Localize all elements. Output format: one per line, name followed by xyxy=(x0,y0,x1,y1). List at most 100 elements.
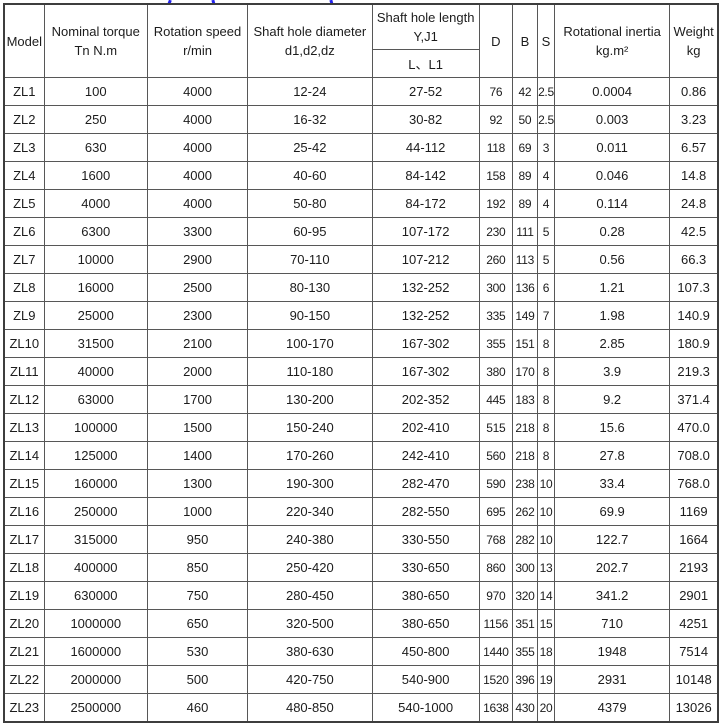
col-header-shaft-hole-diameter: Shaft hole diameter d1,d2,dz xyxy=(247,3,373,78)
cell-d: 230 xyxy=(478,217,513,246)
table-row: ZL6 6300 3300 60-95 107-172 230 111 5 0.28 42.5 xyxy=(3,217,719,246)
cell-nominal_torque: 315000 xyxy=(43,525,148,554)
cell-shaft_hole_diameter: 170-260 xyxy=(247,441,373,470)
cell-rotational_inertia: 0.011 xyxy=(553,133,671,162)
cell-rotation_speed: 850 xyxy=(146,553,249,582)
cell-model: ZL9 xyxy=(3,301,45,330)
cell-shaft_hole_diameter: 25-42 xyxy=(247,133,373,162)
cell-model: ZL11 xyxy=(3,357,45,386)
cell-d: 1638 xyxy=(478,693,513,723)
table-row: ZL10 31500 2100 100-170 167-302 355 151 8 2.85 18… xyxy=(3,329,719,358)
cell-model: ZL2 xyxy=(3,105,45,134)
cell-nominal_torque: 2000000 xyxy=(43,665,148,694)
cell-d: 118 xyxy=(478,133,513,162)
cell-model: ZL1 xyxy=(3,77,45,106)
cell-shaft_hole_length: 540-900 xyxy=(371,665,480,694)
cell-weight: 2193 xyxy=(669,553,719,582)
col-header-rotation-speed-line1: Rotation speed xyxy=(153,24,242,39)
cell-b: 430 xyxy=(511,693,538,723)
col-header-b-label: B xyxy=(520,33,530,49)
cell-s: 8 xyxy=(536,441,555,470)
cell-d: 768 xyxy=(478,525,513,554)
table-row: ZL20 1000000 650 320-500 380-650 1156 351 15 710… xyxy=(3,609,719,638)
col-header-b: B xyxy=(511,3,538,78)
col-header-weight-line2: kg xyxy=(686,43,701,58)
cell-shaft_hole_diameter: 190-300 xyxy=(247,469,373,498)
cell-model: ZL5 xyxy=(3,189,45,218)
cell-model: ZL16 xyxy=(3,497,45,526)
cell-rotation_speed: 460 xyxy=(146,693,249,723)
cell-shaft_hole_diameter: 60-95 xyxy=(247,217,373,246)
cell-nominal_torque: 1000000 xyxy=(43,609,148,638)
cell-nominal_torque: 25000 xyxy=(43,301,148,330)
cell-model: ZL18 xyxy=(3,553,45,582)
col-header-nominal-torque: Nominal torque Tn N.m xyxy=(43,3,148,78)
cell-model: ZL21 xyxy=(3,637,45,666)
cell-weight: 371.4 xyxy=(669,385,719,414)
cell-shaft_hole_length: 380-650 xyxy=(371,581,480,610)
col-header-s-label: S xyxy=(541,33,551,49)
cell-b: 351 xyxy=(511,609,538,638)
cell-rotation_speed: 530 xyxy=(146,637,249,666)
cell-s: 10 xyxy=(536,497,555,526)
cell-b: 218 xyxy=(511,413,538,442)
cell-nominal_torque: 630000 xyxy=(43,581,148,610)
col-header-d-label: D xyxy=(491,33,501,49)
cell-weight: 10148 xyxy=(669,665,719,694)
cell-d: 1156 xyxy=(478,609,513,638)
cell-shaft_hole_length: 202-352 xyxy=(371,385,480,414)
cell-b: 282 xyxy=(511,525,538,554)
table-row: ZL8 16000 2500 80-130 132-252 300 136 6 1.21 107.… xyxy=(3,273,719,302)
cell-b: 170 xyxy=(511,357,538,386)
cell-b: 183 xyxy=(511,385,538,414)
cell-s: 6 xyxy=(536,273,555,302)
cell-model: ZL19 xyxy=(3,581,45,610)
col-header-rotational-inertia-line2: kg.m² xyxy=(595,43,629,58)
table-row: ZL12 63000 1700 130-200 202-352 445 183 8 9.2 371… xyxy=(3,385,719,414)
cell-weight: 14.8 xyxy=(669,161,719,190)
col-header-weight-line1: Weight xyxy=(673,24,714,39)
cell-shaft_hole_length: 132-252 xyxy=(371,301,480,330)
cell-nominal_torque: 250000 xyxy=(43,497,148,526)
cell-nominal_torque: 1600000 xyxy=(43,637,148,666)
cell-nominal_torque: 10000 xyxy=(43,245,148,274)
cell-model: ZL14 xyxy=(3,441,45,470)
cell-s: 2.5 xyxy=(536,77,555,106)
cell-shaft_hole_diameter: 380-630 xyxy=(247,637,373,666)
cell-weight: 107.3 xyxy=(669,273,719,302)
cell-d: 1520 xyxy=(478,665,513,694)
cell-shaft_hole_diameter: 130-200 xyxy=(247,385,373,414)
table-row: ZL1 100 4000 12-24 27-52 76 42 2.5 0.0004 0.86 xyxy=(3,77,719,106)
cell-d: 158 xyxy=(478,161,513,190)
table-row: ZL19 630000 750 280-450 380-650 970 320 14 341.2… xyxy=(3,581,719,610)
cell-shaft_hole_length: 84-142 xyxy=(371,161,480,190)
table-row: ZL16 250000 1000 220-340 282-550 695 262 10 69.9… xyxy=(3,497,719,526)
cell-weight: 1664 xyxy=(669,525,719,554)
col-header-d: D xyxy=(478,3,513,78)
cell-weight: 470.0 xyxy=(669,413,719,442)
cell-shaft_hole_length: 44-112 xyxy=(371,133,480,162)
cell-d: 335 xyxy=(478,301,513,330)
cell-rotational_inertia: 4379 xyxy=(553,693,671,723)
cell-b: 262 xyxy=(511,497,538,526)
cell-weight: 7514 xyxy=(669,637,719,666)
table-row: ZL4 1600 4000 40-60 84-142 158 89 4 0.046 14.8 xyxy=(3,161,719,190)
cell-s: 10 xyxy=(536,469,555,498)
cell-b: 69 xyxy=(511,133,538,162)
cell-rotation_speed: 4000 xyxy=(146,105,249,134)
cell-b: 111 xyxy=(511,217,538,246)
cell-rotation_speed: 4000 xyxy=(146,189,249,218)
coupling-specs-table: Model Nominal torque Tn N.m Rotation spe… xyxy=(3,3,719,723)
cell-shaft_hole_diameter: 50-80 xyxy=(247,189,373,218)
table-row: ZL22 2000000 500 420-750 540-900 1520 396 19 293… xyxy=(3,665,719,694)
cell-weight: 66.3 xyxy=(669,245,719,274)
table-row: ZL15 160000 1300 190-300 282-470 590 238 10 33.4… xyxy=(3,469,719,498)
cell-rotational_inertia: 0.114 xyxy=(553,189,671,218)
cell-rotational_inertia: 0.28 xyxy=(553,217,671,246)
col-header-rotation-speed-line2: r/min xyxy=(183,43,212,58)
col-header-shaft-hole-length-l: L、L1 xyxy=(371,49,480,78)
cell-nominal_torque: 40000 xyxy=(43,357,148,386)
col-header-shaft-hole-length-line2: Y,J1 xyxy=(413,29,438,44)
cell-rotation_speed: 4000 xyxy=(146,133,249,162)
table-row: ZL21 1600000 530 380-630 450-800 1440 355 18 194… xyxy=(3,637,719,666)
